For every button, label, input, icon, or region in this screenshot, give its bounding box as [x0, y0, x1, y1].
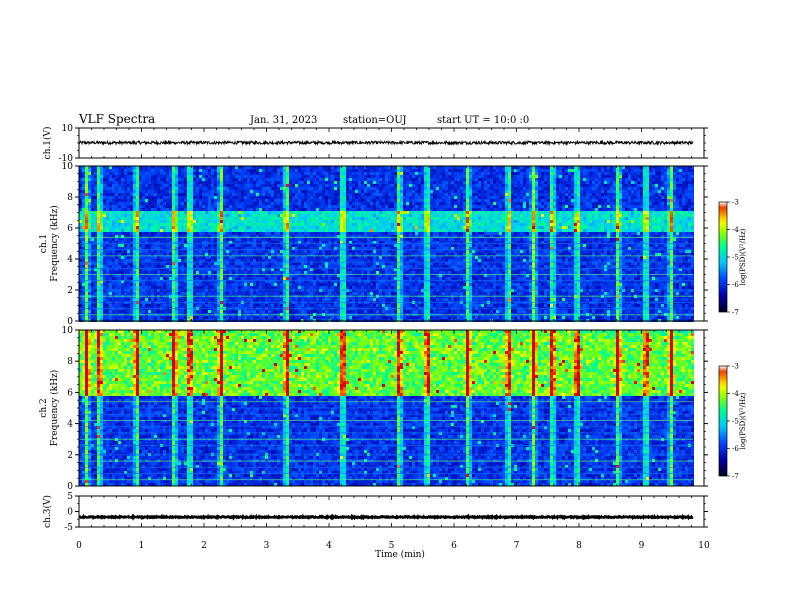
waveform-trace-3 [79, 516, 693, 517]
x-tick-label-9: 9 [639, 541, 645, 551]
spectrogram-cells-2 [79, 330, 694, 486]
y-tick-label-3-0: 5 [67, 492, 73, 502]
x-tick-label-6: 6 [451, 541, 457, 551]
colorbar-1 [719, 202, 727, 312]
y-tick-label-2-2: 4 [67, 420, 73, 430]
x-tick-label-1: 1 [139, 541, 145, 551]
colorbar-tick-label-1-0: -3 [732, 199, 739, 207]
y-tick-label-1-4: 8 [67, 193, 73, 203]
y-tick-label-2-0: 0 [67, 482, 73, 492]
y-tick-label-1-5: 10 [62, 162, 74, 172]
y-axis-label-2: ch.2Frequency (kHz) [39, 370, 60, 447]
header-start-time: start UT = 10:0 :0 [437, 115, 529, 126]
y-tick-label-2-5: 10 [62, 326, 74, 336]
y-tick-label-3-1: 0 [67, 508, 73, 518]
colorbar-label-1: log(PSD)(V²/Hz) [739, 228, 747, 285]
y-tick-label-1-2: 4 [67, 255, 73, 265]
panel-frame-3 [79, 496, 704, 527]
colorbar-tick-label-2-2: -5 [732, 418, 739, 426]
y-tick-label-0-0: 10 [62, 124, 74, 134]
y-axis-label-0: ch.1(V) [42, 127, 53, 160]
x-tick-label-10: 10 [698, 541, 710, 551]
x-axis-label: Time (min) [375, 549, 425, 560]
colorbar-2 [719, 366, 727, 476]
x-tick-label-0: 0 [76, 541, 82, 551]
y-axis-label-3: ch.3(V) [42, 495, 53, 528]
colorbar-tick-label-1-2: -5 [732, 254, 739, 262]
colorbar-tick-label-1-4: -7 [732, 309, 739, 317]
y-tick-label-2-1: 2 [67, 451, 73, 461]
y-tick-label-2-3: 6 [67, 388, 73, 398]
colorbars: -3-4-5-6-7log(PSD)(V²/Hz)-3-4-5-6-7log(P… [719, 199, 747, 481]
x-tick-label-8: 8 [576, 541, 582, 551]
y-axis-label-1: ch.1Frequency (kHz) [39, 205, 60, 282]
x-tick-label-4: 4 [326, 541, 332, 551]
x-tick-label-3: 3 [264, 541, 270, 551]
y-tick-label-1-1: 2 [67, 286, 73, 296]
y-tick-label-3-2: -5 [64, 523, 73, 533]
header-station: station=OUJ [343, 115, 407, 126]
y-tick-label-2-4: 8 [67, 357, 73, 367]
figure-title: VLF Spectra [78, 112, 155, 126]
y-tick-label-1-3: 6 [67, 224, 73, 234]
header-date: Jan. 31, 2023 [249, 115, 317, 126]
colorbar-label-2: log(PSD)(V²/Hz) [739, 392, 747, 449]
x-tick-label-7: 7 [514, 541, 520, 551]
ch2-spectrogram-panel: 0 2 4 6 8 10 ch.2Frequency (kHz) [39, 326, 708, 492]
spectrogram-cells-1 [79, 166, 694, 322]
colorbar-tick-label-2-4: -7 [732, 473, 739, 481]
colorbar-tick-label-2-0: -3 [732, 363, 739, 371]
x-tick-label-2: 2 [201, 541, 207, 551]
